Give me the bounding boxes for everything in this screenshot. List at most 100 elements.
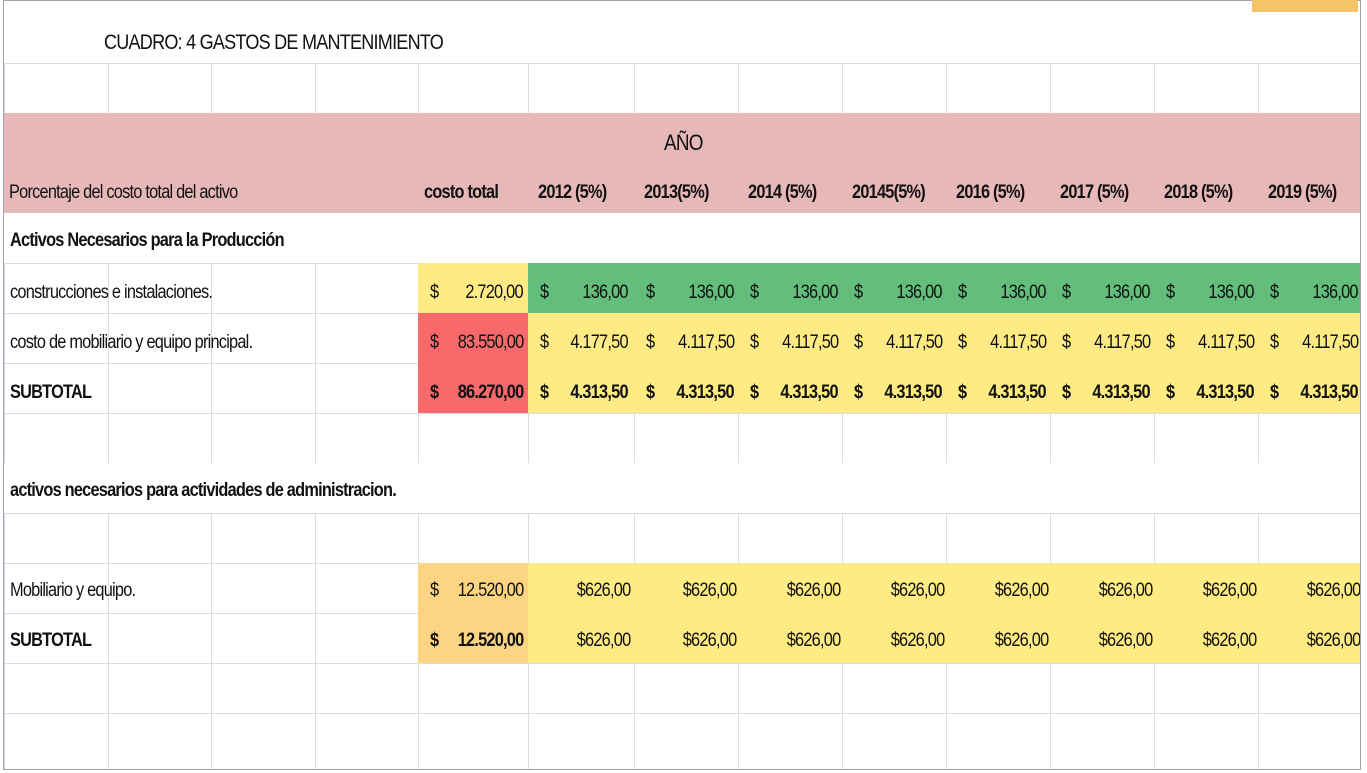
year-value[interactable]: 4.117,50 — [1301, 332, 1359, 353]
year-value[interactable]: 4.313,50 — [884, 382, 943, 403]
year-value[interactable]: $626,00 — [994, 630, 1048, 651]
year-value[interactable]: 136,00 — [1104, 282, 1151, 303]
year-value[interactable]: 136,00 — [792, 282, 839, 303]
year-value[interactable]: 4.117,50 — [885, 332, 943, 353]
header-year-3[interactable]: 20145(5%) — [852, 182, 926, 203]
section2-title[interactable]: activos necesarios para actividades de a… — [10, 480, 397, 501]
section1-title[interactable]: Activos Necesarios para la Producción — [10, 230, 285, 251]
row-label[interactable]: costo de mobiliario y equipo principal. — [10, 332, 253, 353]
currency-symbol[interactable]: $ — [750, 382, 759, 403]
year-value[interactable]: $626,00 — [994, 580, 1048, 601]
year-value[interactable]: 136,00 — [1000, 282, 1047, 303]
year-value[interactable]: $626,00 — [576, 630, 630, 651]
year-value[interactable]: $626,00 — [786, 630, 840, 651]
header-year-1[interactable]: 2013(5%) — [644, 182, 709, 203]
year-value[interactable]: $626,00 — [1202, 630, 1256, 651]
row-label[interactable]: SUBTOTAL — [10, 630, 92, 651]
costo-total-value[interactable]: 2.720,00 — [465, 282, 524, 303]
year-value[interactable]: $626,00 — [1306, 580, 1360, 601]
currency-symbol[interactable]: $ — [540, 332, 549, 353]
row-gridline — [4, 713, 1360, 714]
costo-total-value[interactable]: 86.270,00 — [457, 382, 524, 403]
currency-symbol[interactable]: $ — [646, 282, 655, 303]
currency-symbol[interactable]: $ — [646, 332, 655, 353]
year-value[interactable]: $626,00 — [682, 630, 736, 651]
costo-total-value[interactable]: 12.520,00 — [457, 580, 524, 601]
currency-symbol[interactable]: $ — [540, 282, 549, 303]
year-value[interactable]: 4.117,50 — [1197, 332, 1255, 353]
currency-symbol[interactable]: $ — [1062, 382, 1071, 403]
header-costo-total[interactable]: costo total — [424, 182, 499, 203]
costo-total-value[interactable]: 83.550,00 — [457, 332, 524, 353]
column-gridline — [108, 1, 109, 769]
currency-symbol[interactable]: $ — [854, 382, 863, 403]
year-value[interactable]: 4.117,50 — [1093, 332, 1151, 353]
currency-symbol[interactable]: $ — [1270, 382, 1279, 403]
currency-symbol[interactable]: $ — [646, 382, 655, 403]
page-title[interactable]: CUADRO: 4 GASTOS DE MANTENIMIENTO — [104, 31, 444, 54]
currency-symbol[interactable]: $ — [1270, 282, 1279, 303]
currency-symbol[interactable]: $ — [750, 332, 759, 353]
year-value[interactable]: 136,00 — [896, 282, 943, 303]
currency-symbol[interactable]: $ — [854, 282, 863, 303]
row-label[interactable]: Mobiliario y equipo. — [10, 580, 136, 601]
header-year-2[interactable]: 2014 (5%) — [748, 182, 817, 203]
header-year-4[interactable]: 2016 (5%) — [956, 182, 1025, 203]
year-value[interactable]: $626,00 — [1202, 580, 1256, 601]
year-value[interactable]: $626,00 — [1306, 630, 1360, 651]
header-row-label[interactable]: Porcentaje del costo total del activo — [9, 182, 238, 203]
currency-symbol[interactable]: $ — [750, 282, 759, 303]
header-ano[interactable]: AÑO — [664, 130, 703, 155]
year-value[interactable]: 4.313,50 — [570, 382, 629, 403]
year-value[interactable]: 4.313,50 — [780, 382, 839, 403]
year-value[interactable]: 4.313,50 — [1300, 382, 1359, 403]
year-value[interactable]: $626,00 — [576, 580, 630, 601]
year-value[interactable]: 4.117,50 — [989, 332, 1047, 353]
year-value[interactable]: 136,00 — [1312, 282, 1359, 303]
currency-symbol[interactable]: $ — [1166, 382, 1175, 403]
year-value[interactable]: 4.313,50 — [1196, 382, 1255, 403]
currency-symbol[interactable]: $ — [430, 630, 439, 651]
header-year-6[interactable]: 2018 (5%) — [1164, 182, 1233, 203]
currency-symbol[interactable]: $ — [1062, 282, 1071, 303]
spreadsheet-grid[interactable]: CUADRO: 4 GASTOS DE MANTENIMIENTO AÑO Porc… — [3, 0, 1361, 770]
currency-symbol[interactable]: $ — [1166, 282, 1175, 303]
year-value[interactable]: $626,00 — [890, 630, 944, 651]
currency-symbol[interactable]: $ — [1166, 332, 1175, 353]
year-value[interactable]: 136,00 — [582, 282, 629, 303]
currency-symbol[interactable]: $ — [958, 382, 967, 403]
year-value[interactable]: $626,00 — [1098, 630, 1152, 651]
year-value[interactable]: $626,00 — [786, 580, 840, 601]
year-value[interactable]: $626,00 — [1098, 580, 1152, 601]
year-value[interactable]: 136,00 — [1208, 282, 1255, 303]
costo-total-value[interactable]: 12.520,00 — [457, 630, 524, 651]
header-year-7[interactable]: 2019 (5%) — [1268, 182, 1337, 203]
currency-symbol[interactable]: $ — [958, 332, 967, 353]
year-value[interactable]: $626,00 — [890, 580, 944, 601]
year-value[interactable]: 4.177,50 — [570, 332, 629, 353]
year-value[interactable]: 4.117,50 — [781, 332, 839, 353]
currency-symbol[interactable]: $ — [430, 580, 439, 601]
currency-symbol[interactable]: $ — [430, 332, 439, 353]
year-value[interactable]: 4.117,50 — [677, 332, 735, 353]
costo-total-cells-red — [418, 313, 528, 413]
currency-symbol[interactable]: $ — [540, 382, 549, 403]
year-value[interactable]: 4.313,50 — [988, 382, 1047, 403]
section1-title-bg — [4, 213, 1360, 263]
currency-symbol[interactable]: $ — [1270, 332, 1279, 353]
header-band — [4, 113, 1360, 213]
year-value[interactable]: 136,00 — [688, 282, 735, 303]
currency-symbol[interactable]: $ — [854, 332, 863, 353]
currency-symbol[interactable]: $ — [958, 282, 967, 303]
header-year-5[interactable]: 2017 (5%) — [1060, 182, 1129, 203]
currency-symbol[interactable]: $ — [1062, 332, 1071, 353]
header-year-0[interactable]: 2012 (5%) — [538, 182, 607, 203]
row-label[interactable]: SUBTOTAL — [10, 382, 92, 403]
currency-symbol[interactable]: $ — [430, 382, 439, 403]
row-label[interactable]: construcciones e instalaciones. — [10, 282, 213, 303]
year-value[interactable]: 4.313,50 — [1092, 382, 1151, 403]
year-value[interactable]: $626,00 — [682, 580, 736, 601]
year-value[interactable]: 4.313,50 — [676, 382, 735, 403]
row-gridline — [4, 63, 1360, 64]
currency-symbol[interactable]: $ — [430, 282, 439, 303]
